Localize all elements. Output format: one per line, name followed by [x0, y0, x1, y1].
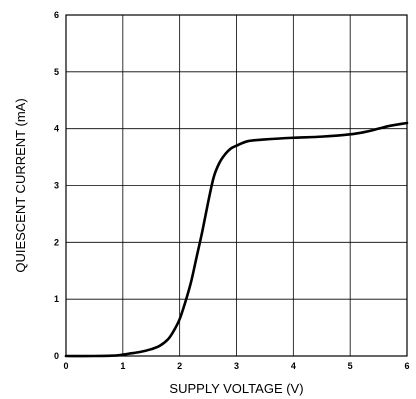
y-tick-label: 0 — [54, 351, 59, 361]
x-axis-title: SUPPLY VOLTAGE (V) — [169, 381, 303, 396]
y-axis-tick-labels: 0 1 2 3 4 5 6 — [54, 10, 59, 361]
plot-area-frame — [65, 14, 408, 357]
x-axis-tick-labels: 0 1 2 3 4 5 6 — [63, 361, 409, 371]
series-layer — [64, 121, 409, 358]
y-tick-label: 3 — [54, 181, 59, 191]
grid-lines — [65, 14, 408, 357]
y-tick-label: 1 — [54, 294, 59, 304]
x-tick-label: 5 — [348, 361, 353, 371]
y-tick-label: 5 — [54, 67, 59, 77]
y-tick-label: 6 — [54, 10, 59, 20]
x-tick-label: 2 — [177, 361, 182, 371]
quiescent-current-series-line — [64, 121, 409, 358]
x-tick-label: 1 — [120, 361, 125, 371]
y-axis-title: QUIESCENT CURRENT (mA) — [13, 98, 28, 272]
x-tick-label: 4 — [291, 361, 296, 371]
x-tick-label: 6 — [404, 361, 409, 371]
y-tick-label: 4 — [54, 124, 59, 134]
y-tick-label: 2 — [54, 237, 59, 247]
x-tick-label: 3 — [234, 361, 239, 371]
x-tick-label: 0 — [63, 361, 68, 371]
